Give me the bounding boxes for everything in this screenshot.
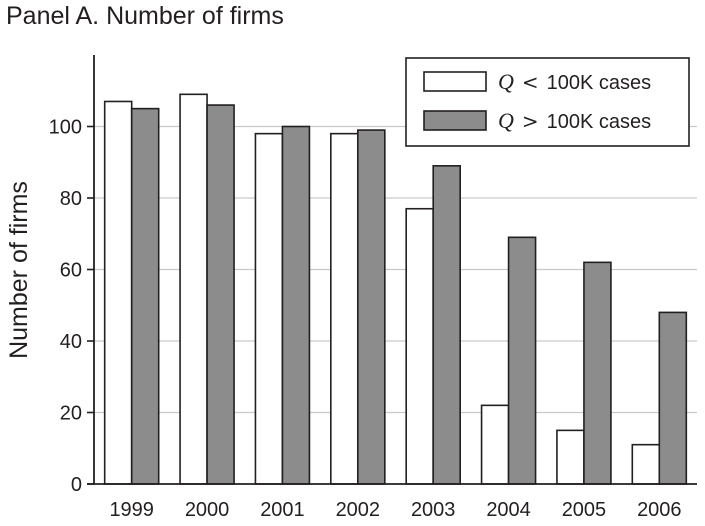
bar-q-lt-100k-2003	[405, 207, 434, 485]
x-tick-label: 1999	[109, 499, 154, 521]
bar-q-lt-100k-2006	[631, 443, 661, 485]
bar-q-lt-100k-2000	[179, 93, 208, 485]
bar-q-gt-100k-2001	[281, 125, 311, 485]
bar-q-gt-100k-2005	[583, 261, 612, 485]
x-tick-labels: 1999 2000 2001 2002 2003 2004 2005 2006	[109, 499, 681, 521]
y-tick-label: 80	[60, 188, 82, 210]
bar-q-gt-100k-2003	[432, 165, 461, 485]
legend-label-q-lt-100k: Q <100K cases	[498, 69, 651, 94]
y-tick-label: 40	[60, 331, 82, 353]
y-tick-label: 20	[60, 403, 82, 425]
x-tick-label: 2006	[637, 499, 682, 521]
bar-q-gt-100k-2000	[206, 104, 235, 485]
bar-q-lt-100k-2001	[254, 132, 284, 485]
legend: Q <100K cases Q >100K cases	[405, 57, 690, 147]
bar-q-lt-100k-2002	[330, 132, 359, 485]
bar-q-gt-100k-2002	[357, 129, 386, 485]
panel-title: Panel A. Number of firms	[6, 2, 284, 30]
y-tick-labels: 0 20 40 60 80 100	[49, 117, 82, 497]
y-tick-label: 100	[49, 117, 82, 139]
legend-swatch-q-gt-100k	[423, 110, 487, 131]
bar-q-gt-100k-2004	[507, 236, 537, 485]
bar-q-lt-100k-2004	[480, 404, 510, 485]
x-tick-label: 2000	[185, 499, 230, 521]
y-tick-label: 0	[71, 474, 82, 496]
bar-q-gt-100k-1999	[130, 107, 160, 485]
x-tick-label: 2003	[411, 499, 456, 521]
x-tick-label: 2005	[562, 499, 607, 521]
x-tick-label: 2004	[486, 499, 531, 521]
bar-q-lt-100k-1999	[103, 100, 133, 485]
bars	[103, 93, 688, 485]
y-axis-label: Number of firms	[5, 181, 33, 359]
y-tick-label: 60	[60, 260, 82, 282]
x-tick-label: 2002	[336, 499, 381, 521]
x-tick-label: 2001	[260, 499, 305, 521]
legend-label-q-gt-100k: Q >100K cases	[498, 108, 651, 133]
bar-q-gt-100k-2006	[658, 311, 688, 485]
bar-q-lt-100k-2005	[556, 429, 585, 485]
axes	[87, 55, 697, 485]
legend-swatch-q-lt-100k	[423, 71, 487, 92]
